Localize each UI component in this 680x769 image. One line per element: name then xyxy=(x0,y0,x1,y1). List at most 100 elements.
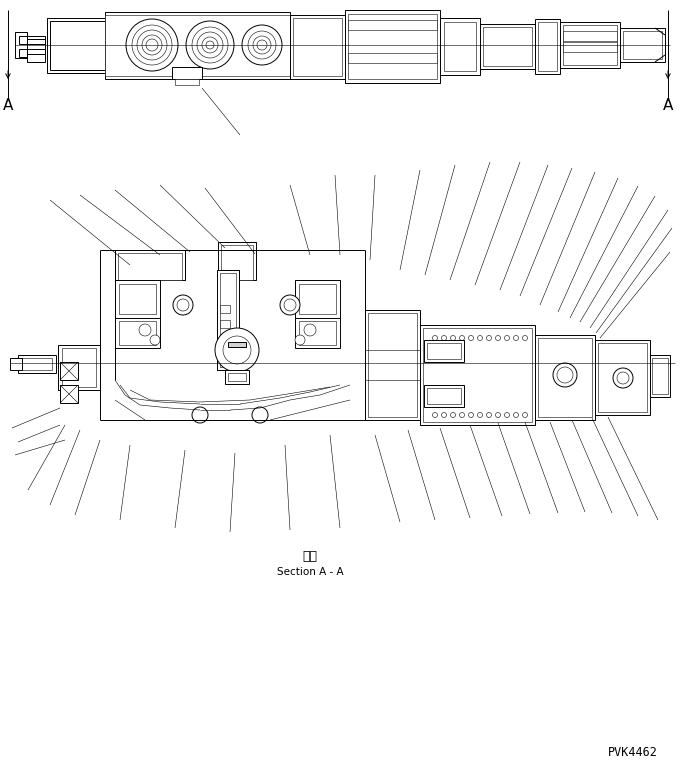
Bar xyxy=(293,18,342,76)
Bar xyxy=(595,340,650,415)
Circle shape xyxy=(284,299,296,311)
Bar xyxy=(228,342,246,347)
Bar xyxy=(598,343,647,412)
Circle shape xyxy=(513,412,518,418)
Bar xyxy=(10,358,22,370)
Circle shape xyxy=(617,372,629,384)
Bar xyxy=(427,343,461,359)
Bar xyxy=(47,18,109,73)
Text: A: A xyxy=(663,98,673,112)
Bar xyxy=(217,270,239,370)
Bar xyxy=(440,18,480,75)
Circle shape xyxy=(223,336,251,364)
Ellipse shape xyxy=(202,37,218,53)
Circle shape xyxy=(450,335,456,341)
Bar xyxy=(423,328,532,422)
Ellipse shape xyxy=(142,35,162,55)
Bar xyxy=(535,19,560,74)
Bar xyxy=(22,358,52,370)
Bar xyxy=(295,318,340,348)
Circle shape xyxy=(295,335,305,345)
Bar xyxy=(119,321,156,345)
Bar xyxy=(538,22,557,71)
Bar xyxy=(295,280,340,318)
Bar xyxy=(480,24,535,69)
Bar xyxy=(118,253,182,280)
Bar xyxy=(420,325,535,425)
Bar xyxy=(225,370,249,384)
Bar xyxy=(27,36,45,62)
Bar xyxy=(535,335,595,420)
Bar xyxy=(563,42,617,52)
Circle shape xyxy=(304,324,316,336)
Circle shape xyxy=(177,299,189,311)
Bar xyxy=(348,20,437,30)
Circle shape xyxy=(280,295,300,315)
Ellipse shape xyxy=(197,32,223,58)
Bar xyxy=(220,305,230,313)
Bar xyxy=(365,310,420,420)
Bar xyxy=(172,67,202,79)
Circle shape xyxy=(477,412,483,418)
Bar xyxy=(58,345,100,390)
Bar xyxy=(345,10,440,83)
Bar xyxy=(220,320,230,328)
Bar xyxy=(105,15,290,76)
Bar xyxy=(19,36,27,44)
Bar xyxy=(105,12,290,79)
Ellipse shape xyxy=(186,21,234,69)
Text: Section A - A: Section A - A xyxy=(277,567,343,577)
Bar xyxy=(483,27,532,66)
Bar xyxy=(228,373,246,381)
Bar xyxy=(218,242,256,280)
Bar xyxy=(368,313,417,417)
Bar xyxy=(15,32,27,58)
Circle shape xyxy=(215,328,259,372)
Circle shape xyxy=(513,335,518,341)
Ellipse shape xyxy=(206,41,214,49)
Circle shape xyxy=(477,335,483,341)
Circle shape xyxy=(139,324,151,336)
Circle shape xyxy=(441,335,447,341)
Circle shape xyxy=(522,412,528,418)
Ellipse shape xyxy=(126,19,178,71)
Circle shape xyxy=(450,412,456,418)
Circle shape xyxy=(252,407,268,423)
Circle shape xyxy=(613,368,633,388)
Bar xyxy=(560,22,620,68)
Bar xyxy=(427,388,461,404)
Ellipse shape xyxy=(248,31,276,59)
Circle shape xyxy=(486,412,492,418)
Bar xyxy=(115,250,185,280)
Circle shape xyxy=(432,412,437,418)
Circle shape xyxy=(505,412,509,418)
Bar xyxy=(348,14,437,79)
Bar xyxy=(115,318,160,348)
Circle shape xyxy=(496,335,500,341)
Bar xyxy=(538,338,592,417)
Bar xyxy=(444,22,476,71)
Bar xyxy=(299,321,336,345)
Bar xyxy=(620,28,665,62)
Text: 断面: 断面 xyxy=(303,551,318,564)
Circle shape xyxy=(460,412,464,418)
Circle shape xyxy=(553,363,577,387)
Bar xyxy=(299,284,336,314)
Circle shape xyxy=(432,335,437,341)
Bar xyxy=(650,355,670,397)
Ellipse shape xyxy=(146,39,158,51)
Text: PVK4462: PVK4462 xyxy=(608,745,658,758)
Circle shape xyxy=(173,295,193,315)
Bar xyxy=(220,273,236,367)
Ellipse shape xyxy=(257,40,267,50)
Bar xyxy=(563,31,617,41)
Circle shape xyxy=(469,335,473,341)
Bar xyxy=(175,79,199,85)
Ellipse shape xyxy=(253,36,271,54)
Ellipse shape xyxy=(132,25,172,65)
Bar xyxy=(563,25,617,65)
Bar xyxy=(27,39,45,44)
Bar xyxy=(60,385,78,403)
Bar xyxy=(62,348,96,387)
Bar xyxy=(221,245,253,280)
